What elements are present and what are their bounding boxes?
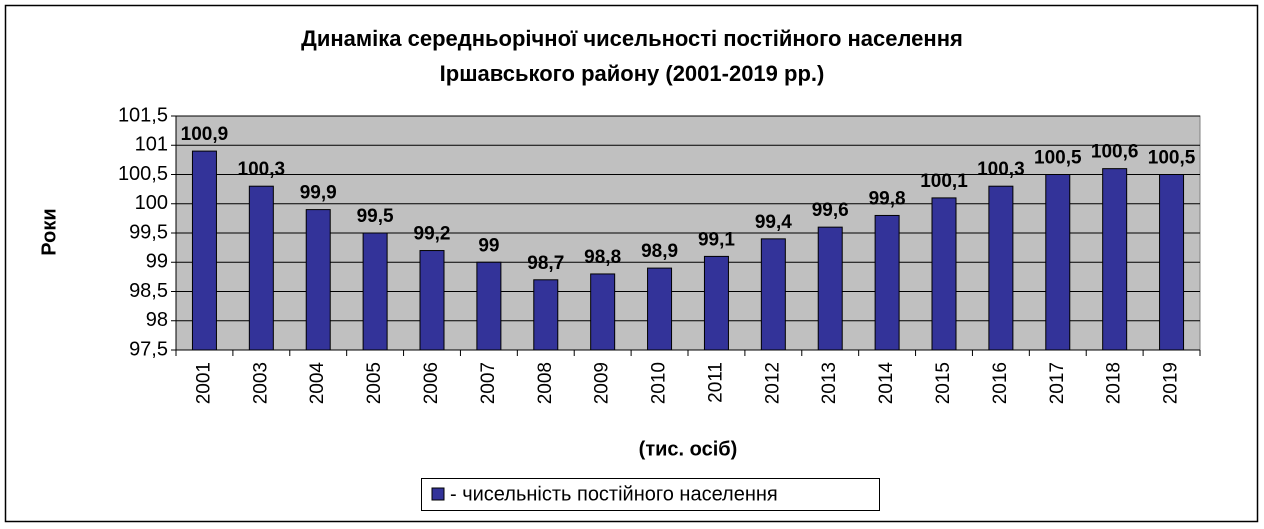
bar: [988, 185, 1014, 351]
chart-title: Іршавського району (2001-2019 рр.): [440, 61, 825, 86]
y-tick-label: 100: [135, 192, 168, 214]
bar: [703, 255, 729, 351]
data-label: 98,9: [641, 241, 678, 262]
y-tick-label: 98,5: [129, 280, 168, 302]
data-label: 100,3: [238, 159, 286, 180]
x-tick-label: 2014: [876, 362, 897, 405]
chart-title: Динаміка середньорічної чисельності пост…: [301, 26, 963, 51]
data-label: 99,5: [357, 206, 394, 227]
y-tick-label: 99,5: [129, 221, 168, 243]
bar: [533, 279, 559, 351]
x-tick-label: 2003: [250, 362, 271, 404]
bar: [476, 261, 502, 351]
data-label: 100,3: [977, 159, 1025, 180]
y-axis-label: Роки: [38, 208, 60, 255]
bar: [191, 150, 217, 351]
legend-label: - чисельність постійного населення: [450, 483, 778, 505]
data-label: 99,4: [755, 212, 792, 233]
y-tick-label: 98: [146, 309, 168, 331]
bar: [931, 197, 957, 351]
data-label: 98,8: [584, 247, 621, 268]
bar: [248, 185, 274, 351]
data-label: 100,1: [920, 171, 968, 192]
data-label: 100,5: [1034, 148, 1082, 169]
x-tick-label: 2013: [819, 362, 840, 404]
bar: [817, 226, 843, 351]
x-tick-label: 2019: [1161, 362, 1182, 404]
bar: [1102, 168, 1128, 351]
data-label: 99: [478, 235, 499, 256]
y-tick-label: 100,5: [118, 163, 168, 185]
y-tick-label: 97,5: [129, 338, 168, 360]
bar: [647, 267, 673, 351]
data-label: 100,6: [1091, 142, 1139, 163]
data-label: 99,1: [698, 229, 735, 250]
data-label: 100,5: [1148, 148, 1196, 169]
x-tick-label: 2016: [990, 362, 1011, 404]
data-label: 98,7: [527, 253, 564, 274]
x-tick-label: 2007: [478, 362, 499, 404]
x-tick-label: 2004: [307, 362, 328, 405]
y-tick-label: 99: [146, 251, 168, 273]
x-tick-label: 2008: [535, 362, 556, 404]
x-tick-label: 2006: [421, 362, 442, 404]
bar: [874, 214, 900, 351]
bar: [1045, 174, 1071, 351]
x-tick-label: 2010: [649, 362, 670, 404]
bar: [362, 232, 388, 351]
bar: [1159, 174, 1185, 351]
x-tick-label: 2009: [592, 362, 613, 404]
legend-box: [421, 478, 880, 511]
x-tick-label: 2018: [1104, 362, 1125, 404]
data-label: 99,9: [300, 183, 337, 204]
x-tick-label: 2015: [933, 362, 954, 404]
x-tick-label: 2001: [193, 362, 214, 404]
bar: [305, 209, 331, 351]
x-axis-label: (тис. осіб): [639, 438, 738, 460]
y-tick-label: 101,5: [118, 104, 168, 126]
x-tick-label: 2005: [364, 362, 385, 404]
bar: [760, 238, 786, 351]
data-label: 99,8: [869, 188, 906, 209]
x-tick-label: 2011: [705, 362, 726, 403]
data-label: 100,9: [181, 124, 229, 145]
y-tick-label: 101: [135, 134, 168, 156]
legend-marker: [431, 487, 445, 501]
data-label: 99,2: [414, 224, 451, 245]
data-label: 99,6: [812, 200, 849, 221]
bar: [590, 273, 616, 351]
bar: [419, 250, 445, 351]
x-tick-label: 2012: [762, 362, 783, 404]
x-tick-label: 2017: [1047, 362, 1068, 404]
